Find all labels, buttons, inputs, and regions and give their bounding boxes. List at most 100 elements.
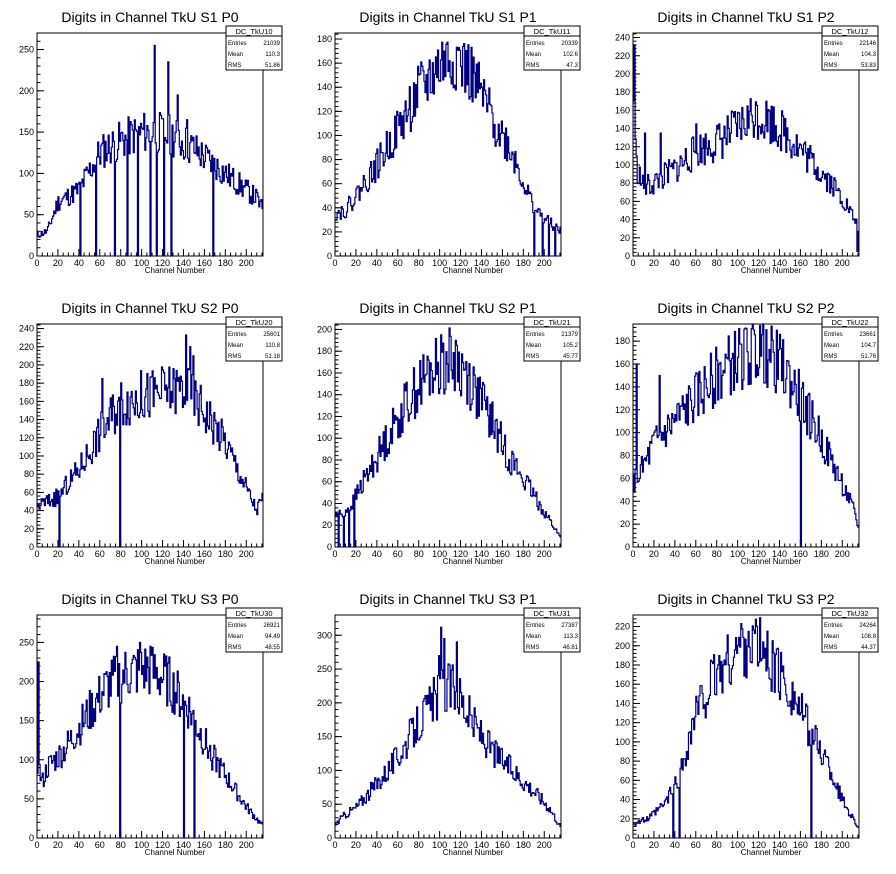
- y-tick-label: 120: [615, 718, 630, 728]
- stats-value: 110.8: [265, 343, 280, 349]
- y-tick-label: 100: [19, 755, 34, 765]
- x-tick-label: 180: [814, 549, 829, 559]
- stats-label: Mean: [526, 343, 541, 349]
- y-tick-label: 200: [19, 360, 34, 370]
- x-tick-label: 40: [74, 258, 84, 268]
- stats-label: Mean: [824, 52, 839, 58]
- stats-box: [225, 607, 283, 653]
- x-axis-title: Channel Number: [443, 266, 504, 275]
- x-tick-label: 140: [176, 258, 191, 268]
- stats-value: 113.3: [563, 634, 578, 640]
- chart-title: Digits in Channel TkU S3 P2: [657, 591, 834, 607]
- x-tick-label: 60: [393, 258, 403, 268]
- x-tick-label: 180: [218, 840, 233, 850]
- stats-value: 27387: [561, 623, 578, 629]
- x-tick-label: 160: [793, 258, 808, 268]
- y-tick-label: 0: [29, 251, 34, 261]
- y-tick-label: 150: [19, 716, 34, 726]
- y-tick-label: 80: [24, 469, 34, 479]
- x-tick-label: 160: [197, 840, 212, 850]
- chart-title: Digits in Channel TkU S2 P1: [359, 300, 536, 316]
- stats-label: RMS: [526, 354, 539, 360]
- plot-frame: [632, 323, 860, 548]
- y-tick-label: 100: [19, 451, 34, 461]
- stats-value: 51.18: [265, 354, 281, 360]
- x-tick-label: 80: [414, 840, 424, 850]
- y-tick-label: 200: [19, 86, 34, 96]
- x-tick-label: 0: [630, 549, 635, 559]
- stats-label: RMS: [824, 645, 837, 651]
- x-tick-label: 160: [495, 840, 510, 850]
- stats-value: 110.3: [265, 52, 280, 58]
- x-tick-label: 20: [351, 549, 361, 559]
- y-tick-label: 50: [322, 799, 332, 809]
- y-tick-label: 250: [317, 664, 332, 674]
- y-tick-label: 80: [620, 178, 630, 188]
- y-tick-label: 120: [615, 405, 630, 415]
- y-tick-label: 120: [615, 142, 630, 152]
- stats-name: DC_TkU31: [533, 609, 570, 618]
- y-tick-label: 100: [317, 765, 332, 775]
- x-tick-label: 120: [751, 840, 766, 850]
- y-tick-label: 40: [322, 498, 332, 508]
- stats-label: RMS: [228, 354, 241, 360]
- stats-box: [225, 25, 283, 71]
- y-tick-label: 60: [24, 487, 34, 497]
- x-tick-label: 80: [116, 549, 126, 559]
- y-tick-label: 160: [317, 368, 332, 378]
- x-tick-label: 120: [751, 258, 766, 268]
- stats-value: 102.6: [563, 52, 579, 58]
- y-tick-label: 60: [322, 477, 332, 487]
- y-tick-label: 80: [322, 155, 332, 165]
- x-tick-label: 0: [332, 258, 337, 268]
- y-tick-label: 300: [317, 630, 332, 640]
- x-tick-label: 180: [516, 258, 531, 268]
- histogram-svg: Digits in Channel TkU S1 P0 0 20 40 60 80 100 1…: [19, 9, 283, 275]
- x-tick-label: 180: [218, 549, 233, 559]
- histogram-svg: Digits in Channel TkU S1 P2 0 20 40 60 80 100 1…: [615, 9, 879, 275]
- y-tick-label: 0: [625, 251, 630, 261]
- stats-box: [821, 25, 879, 71]
- stats-label: Entries: [526, 623, 545, 629]
- x-tick-label: 100: [730, 549, 745, 559]
- y-tick-label: 0: [625, 833, 630, 843]
- chart-title: Digits in Channel TkU S1 P0: [61, 9, 238, 25]
- y-tick-label: 20: [24, 524, 34, 534]
- y-tick-label: 180: [615, 87, 630, 97]
- y-tick-label: 0: [29, 833, 34, 843]
- x-axis-title: Channel Number: [741, 557, 802, 566]
- plot-frame: [632, 32, 860, 257]
- stats-label: Entries: [824, 623, 843, 629]
- y-tick-label: 150: [317, 732, 332, 742]
- x-tick-label: 180: [516, 549, 531, 559]
- stats-box: [523, 25, 581, 71]
- histogram-panel-s2-p2: Digits in Channel TkU S2 P2 0 20 40 60 80 100 1…: [596, 291, 894, 582]
- x-tick-label: 20: [53, 840, 63, 850]
- x-tick-label: 100: [432, 549, 447, 559]
- y-tick-label: 20: [620, 814, 630, 824]
- stats-box: [821, 607, 879, 653]
- x-tick-label: 100: [432, 840, 447, 850]
- chart-title: Digits in Channel TkU S2 P2: [657, 300, 834, 316]
- y-tick-label: 40: [322, 203, 332, 213]
- stats-name: DC_TkU20: [235, 318, 272, 327]
- y-tick-label: 180: [615, 336, 630, 346]
- stats-name: DC_TkU11: [534, 27, 571, 36]
- x-tick-label: 80: [712, 549, 722, 559]
- histogram-svg: Digits in Channel TkU S3 P0 0 20 40 60 80 100 1…: [19, 591, 283, 857]
- stats-label: Mean: [228, 343, 243, 349]
- x-tick-label: 140: [474, 258, 489, 268]
- plot-frame: [334, 323, 562, 548]
- y-tick-label: 80: [322, 455, 332, 465]
- stats-box: [523, 607, 581, 653]
- x-tick-label: 200: [835, 549, 850, 559]
- x-axis-title: Channel Number: [145, 266, 206, 275]
- stats-value: 94.49: [265, 634, 281, 640]
- y-tick-label: 60: [620, 196, 630, 206]
- x-tick-label: 40: [670, 258, 680, 268]
- x-tick-label: 180: [516, 840, 531, 850]
- chart-title: Digits in Channel TkU S1 P2: [657, 9, 834, 25]
- stats-label: Mean: [228, 634, 243, 640]
- histogram-line: [335, 626, 561, 828]
- histogram-line: [37, 44, 263, 257]
